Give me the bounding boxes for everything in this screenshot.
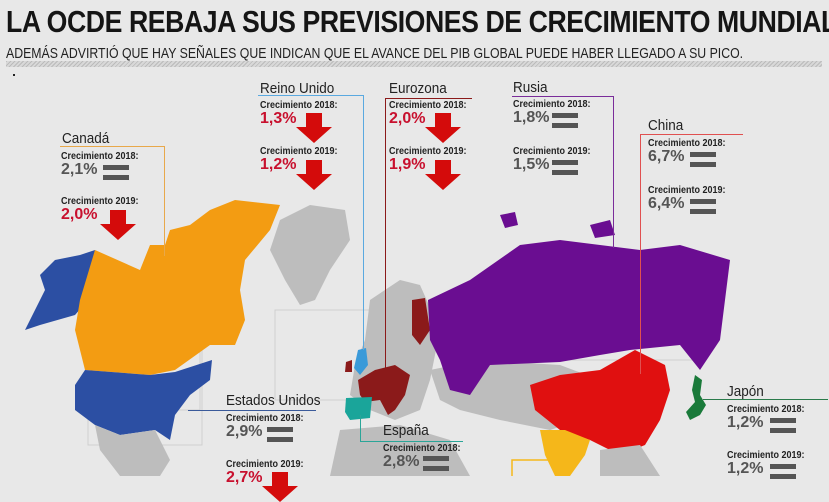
country-name: Rusia bbox=[513, 79, 548, 96]
growth-2018-label: Crecimiento 2018: bbox=[727, 404, 805, 415]
eurozone-connector-v bbox=[385, 98, 386, 380]
canada-connector bbox=[60, 146, 164, 147]
growth-2019-value: 1,2% bbox=[727, 460, 764, 477]
uk-connector-v bbox=[363, 95, 364, 350]
china-connector bbox=[640, 134, 743, 135]
ireland-shape bbox=[345, 360, 352, 372]
spain-shape bbox=[345, 397, 372, 420]
growth-2018-value: 2,0% bbox=[389, 110, 426, 127]
label-uk: Reino Unido bbox=[260, 80, 343, 97]
world-map bbox=[25, 200, 730, 476]
russia-connector-v bbox=[613, 96, 614, 248]
russia-shape bbox=[428, 240, 730, 395]
hatch-divider bbox=[6, 61, 822, 67]
growth-2019-label: Crecimiento 2019: bbox=[226, 459, 304, 470]
down-arrow-icon bbox=[296, 160, 332, 190]
uk-connector bbox=[258, 95, 363, 96]
growth-2018-value: 6,7% bbox=[648, 148, 685, 165]
growth-2019-value: 1,9% bbox=[389, 156, 426, 173]
equal-icon bbox=[770, 464, 796, 479]
growth-2019-label: Crecimiento 2019: bbox=[389, 146, 467, 157]
scandinavia-shape bbox=[385, 290, 415, 345]
equal-icon bbox=[770, 418, 796, 433]
japan-shape bbox=[686, 375, 706, 420]
mexico-shape bbox=[95, 425, 170, 476]
eurozone-connector bbox=[385, 98, 472, 99]
growth-2018-label: Crecimiento 2018: bbox=[61, 151, 139, 162]
down-arrow-icon bbox=[425, 113, 461, 143]
equal-icon bbox=[423, 456, 449, 471]
growth-2019-label: Crecimiento 2019: bbox=[260, 146, 338, 157]
country-name: Reino Unido bbox=[260, 80, 335, 97]
growth-2018-value: 1,8% bbox=[513, 109, 550, 126]
growth-2019-label: Crecimiento 2019: bbox=[648, 185, 726, 196]
equal-icon bbox=[552, 160, 578, 175]
down-arrow-icon bbox=[100, 210, 136, 240]
country-name: Estados Unidos bbox=[226, 392, 321, 409]
growth-2019-label: Crecimiento 2019: bbox=[513, 146, 591, 157]
growth-2019-value: 1,2% bbox=[260, 156, 297, 173]
growth-2018-label: Crecimiento 2018: bbox=[513, 99, 591, 110]
growth-2018-label: Crecimiento 2018: bbox=[383, 443, 461, 454]
growth-2019-value: 6,4% bbox=[648, 195, 685, 212]
china-connector-v bbox=[640, 134, 641, 374]
growth-2018-label: Crecimiento 2018: bbox=[389, 100, 467, 111]
country-name: Eurozona bbox=[389, 80, 447, 97]
spain-connector-v bbox=[360, 415, 361, 441]
down-arrow-icon bbox=[425, 160, 461, 190]
growth-2018-value: 2,1% bbox=[61, 161, 98, 178]
growth-2018-value: 1,2% bbox=[727, 414, 764, 431]
china-shape bbox=[530, 350, 670, 455]
canada-shape bbox=[75, 200, 280, 375]
canada-connector-v bbox=[164, 146, 165, 256]
growth-2019-label: Crecimiento 2019: bbox=[61, 196, 139, 207]
growth-2018-label: Crecimiento 2018: bbox=[260, 100, 338, 111]
page-subtitle: ADEMÁS ADVIRTIÓ QUE HAY SEÑALES QUE INDI… bbox=[6, 45, 744, 62]
uk-shape bbox=[354, 348, 368, 375]
greenland-shape bbox=[270, 205, 350, 305]
africa-shape bbox=[330, 425, 470, 476]
usa-shape bbox=[75, 360, 212, 440]
down-arrow-icon bbox=[296, 113, 332, 143]
growth-2019-label: Crecimiento 2019: bbox=[727, 450, 805, 461]
equal-icon bbox=[267, 427, 293, 442]
se-asia-shape bbox=[600, 445, 660, 476]
equal-icon bbox=[552, 113, 578, 128]
equal-icon bbox=[690, 152, 716, 167]
russia-islands-shape bbox=[500, 212, 615, 238]
alaska-shape bbox=[25, 250, 95, 330]
growth-2019-value: 2,7% bbox=[226, 469, 263, 486]
growth-2018-value: 1,3% bbox=[260, 110, 297, 127]
usa-connector bbox=[188, 410, 316, 411]
finland-shape bbox=[412, 298, 430, 345]
country-name: Canadá bbox=[62, 130, 110, 147]
india-shape bbox=[540, 430, 590, 476]
equal-icon bbox=[690, 199, 716, 214]
russia-connector bbox=[512, 96, 614, 97]
growth-2018-label: Crecimiento 2018: bbox=[648, 138, 726, 149]
japan-connector bbox=[703, 399, 828, 400]
spain-connector bbox=[360, 441, 463, 442]
label-canada: Canadá bbox=[62, 130, 115, 147]
page-title: LA OCDE REBAJA SUS PREVISIONES DE CRECIM… bbox=[6, 4, 829, 39]
growth-2018-value: 2,8% bbox=[383, 453, 420, 470]
eurozone-shape bbox=[358, 365, 410, 415]
equal-icon bbox=[103, 165, 129, 180]
country-name: Japón bbox=[727, 383, 764, 400]
country-name: España bbox=[383, 422, 429, 439]
growth-2018-label: Crecimiento 2018: bbox=[226, 413, 304, 424]
growth-2018-value: 2,9% bbox=[226, 423, 263, 440]
down-arrow-icon bbox=[262, 472, 298, 502]
growth-2019-value: 2,0% bbox=[61, 206, 98, 223]
country-name: China bbox=[648, 117, 684, 134]
growth-2019-value: 1,5% bbox=[513, 156, 550, 173]
bullet-dot bbox=[13, 74, 15, 76]
